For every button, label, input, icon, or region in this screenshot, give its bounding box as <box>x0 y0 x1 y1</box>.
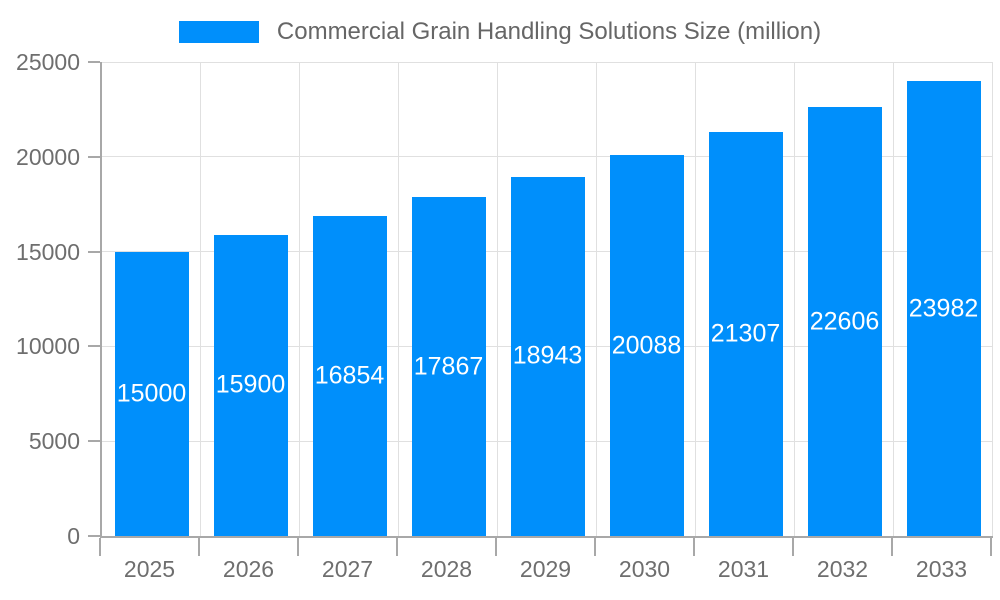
y-tick-label: 15000 <box>16 238 80 265</box>
x-gridline <box>299 62 300 536</box>
x-tick-label: 2030 <box>618 556 671 582</box>
x-tick-label: 2029 <box>519 556 572 582</box>
bar-value-label: 21307 <box>710 319 781 348</box>
y-axis-labels: 0 5000 10000 15000 20000 25000 <box>0 49 80 549</box>
x-tick <box>198 538 200 556</box>
legend-marker <box>178 21 259 43</box>
y-tick <box>88 345 100 348</box>
y-tick <box>88 155 100 158</box>
bar <box>807 107 882 536</box>
x-tick-label: 2025 <box>123 556 176 582</box>
bar <box>510 176 585 536</box>
legend-label: Commercial Grain Handling Solutions Size… <box>276 18 822 45</box>
x-tick-label: 2027 <box>321 556 374 582</box>
x-gridline <box>893 62 894 536</box>
y-axis-ticks <box>88 61 100 538</box>
x-gridline <box>992 62 993 536</box>
x-gridline <box>200 62 201 536</box>
bar <box>411 197 486 536</box>
bar <box>312 216 387 536</box>
x-tick <box>396 538 398 556</box>
x-tick <box>891 538 893 556</box>
bar-value-label: 16854 <box>314 361 385 390</box>
bar-value-label: 15000 <box>116 379 187 408</box>
x-axis-ticks <box>99 538 993 556</box>
y-gridline <box>102 156 993 158</box>
bar-value-label: 22606 <box>809 307 880 336</box>
legend[interactable]: Commercial Grain Handling Solutions Size… <box>0 18 1000 46</box>
bar-value-label: 20088 <box>611 331 682 360</box>
y-tick <box>88 440 100 443</box>
x-tick-label: 2031 <box>717 556 770 582</box>
x-gridline <box>596 62 597 536</box>
bar-value-label: 17867 <box>413 352 484 381</box>
x-axis-labels: 2025 2026 2027 2028 2029 2030 2031 2032 2033 <box>100 540 993 595</box>
y-tick-label: 5000 <box>28 428 80 455</box>
plot-area: 15000 15900 16854 17867 18943 20088 21307 22606… <box>100 61 993 538</box>
bar-value-label: 15900 <box>215 370 286 399</box>
bar <box>609 155 684 536</box>
bar <box>906 81 981 536</box>
x-gridline <box>695 62 696 536</box>
y-tick <box>88 61 100 63</box>
y-tick-label: 20000 <box>16 143 80 170</box>
bar <box>114 251 189 536</box>
x-gridline <box>497 62 498 536</box>
bar <box>213 234 288 536</box>
x-tick <box>297 538 299 556</box>
x-tick-label: 2026 <box>222 556 275 582</box>
y-tick-label: 10000 <box>16 333 80 360</box>
x-tick <box>495 538 497 556</box>
y-tick-label: 0 <box>67 523 80 549</box>
x-tick <box>99 538 101 556</box>
x-tick-label: 2032 <box>816 556 869 582</box>
bar-value-label: 23982 <box>908 294 979 323</box>
bar-value-label: 18943 <box>512 341 583 370</box>
x-tick-label: 2033 <box>915 556 968 582</box>
y-tick-label: 25000 <box>16 49 80 75</box>
x-gridline <box>794 62 795 536</box>
x-tick <box>594 538 596 556</box>
x-tick-label: 2028 <box>420 556 473 582</box>
x-tick <box>693 538 695 556</box>
y-tick <box>88 535 100 537</box>
x-gridline <box>398 62 399 536</box>
x-tick <box>792 538 794 556</box>
x-tick <box>990 538 992 556</box>
y-gridline <box>102 61 993 63</box>
bar <box>708 132 783 536</box>
y-tick <box>88 250 100 253</box>
